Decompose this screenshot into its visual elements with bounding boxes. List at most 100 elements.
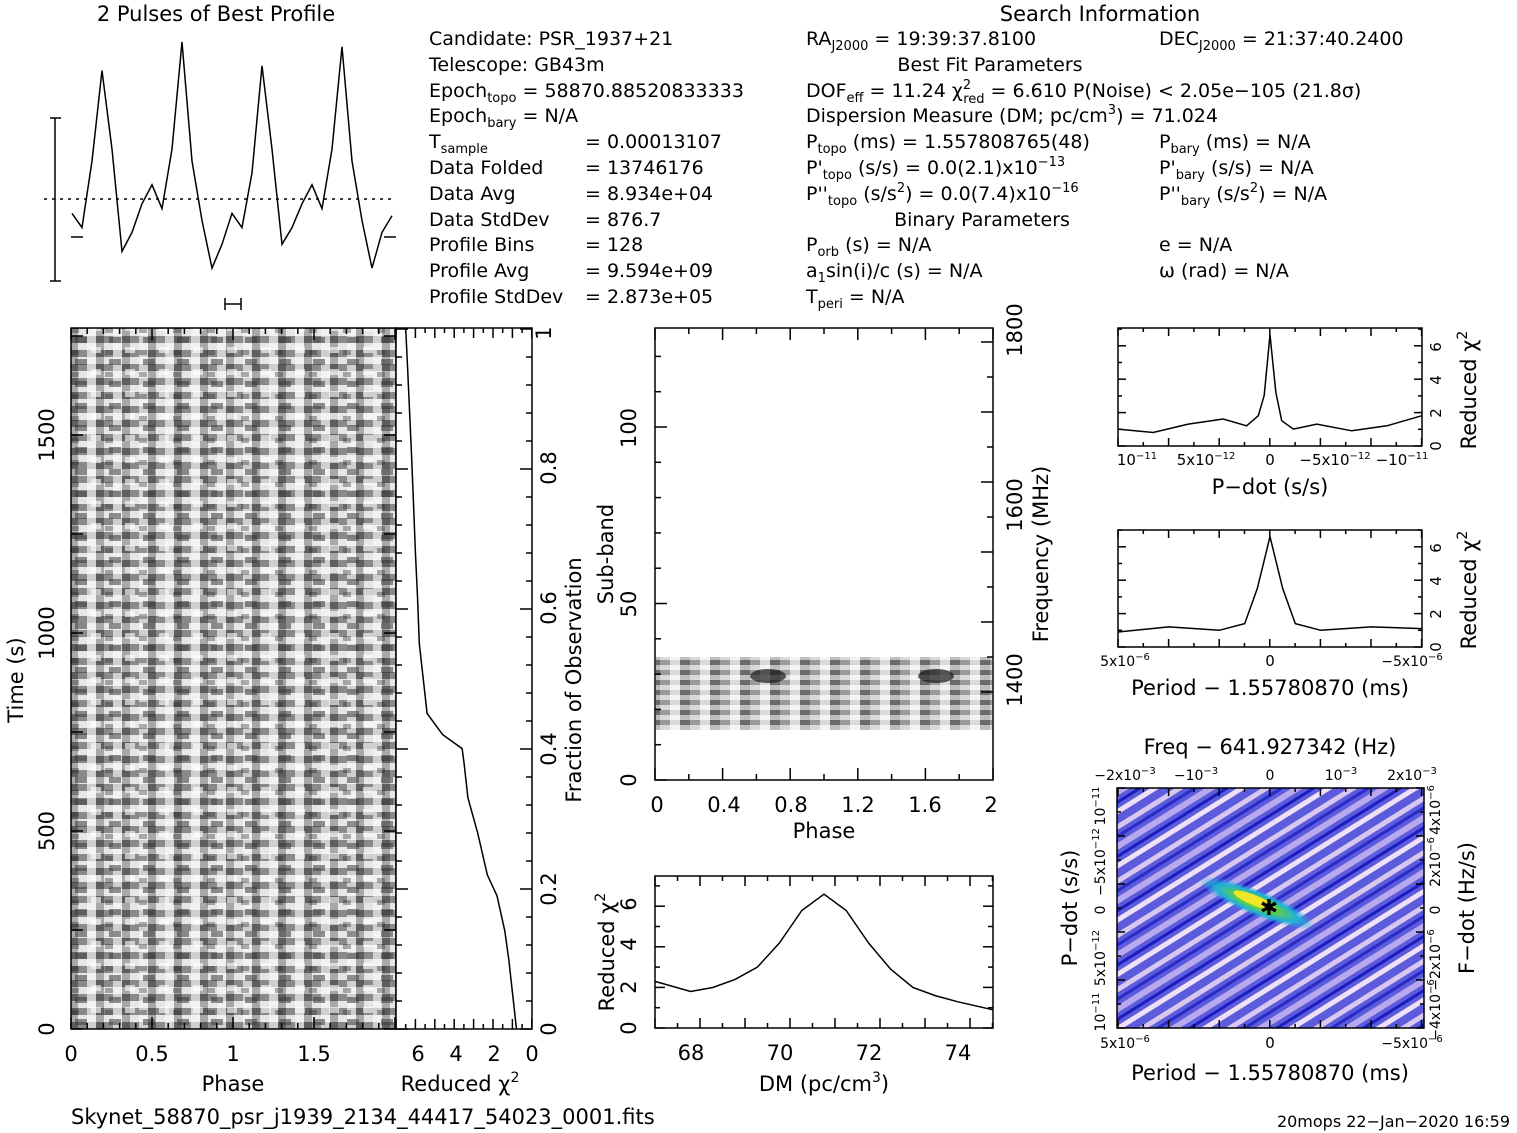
- pdot-xtick: −5x10−12: [1299, 451, 1370, 469]
- chi2-time-xtick: 6: [411, 1042, 424, 1066]
- fdot-ytick: 0: [1428, 906, 1444, 915]
- frequency-ytick: 1600: [1003, 478, 1027, 531]
- best-fit-marker: ✱: [1260, 896, 1278, 921]
- period-ytick: 6: [1427, 543, 1445, 553]
- period-xtick: 5x10−6: [1100, 652, 1150, 670]
- chi2-time-line: [404, 327, 518, 1030]
- pdot-ylabel: Reduced χ2: [1455, 331, 1481, 450]
- time-phase-ytick: 0: [35, 1022, 59, 1035]
- period-xtick: 0: [1265, 652, 1275, 670]
- ppdot-x2tick: 10−3: [1325, 766, 1358, 784]
- dm-ytick: 2: [617, 980, 641, 993]
- profile-avg-value: = 9.594e+09: [585, 260, 713, 282]
- subband-phase-image: [656, 657, 992, 730]
- tsample-label: Tsample: [428, 131, 488, 157]
- subband-xtick: 1.6: [908, 793, 941, 817]
- fdot-ylabel: F−dot (Hz/s): [1455, 842, 1479, 974]
- pdot-xlabel: P−dot (s/s): [1212, 475, 1329, 499]
- ppdot-ytick: 10−11: [1091, 993, 1109, 1032]
- chi2-time-ytick: 0.4: [537, 732, 561, 765]
- binary-title: Binary Parameters: [894, 209, 1070, 231]
- ppdot-ytick: 0: [1093, 906, 1109, 915]
- subband-xtick: 1.2: [841, 793, 874, 817]
- time-phase-ytick: 1500: [35, 408, 59, 461]
- chi2-time-ytick: 0.8: [537, 451, 561, 484]
- time-phase-xtick: 1.5: [297, 1042, 330, 1066]
- frequency-ytick: 1800: [1003, 303, 1027, 356]
- pdot-xtick: 0: [1265, 451, 1275, 469]
- footer-stamp: 20mops 22−Jan−2020 16:59: [1277, 1112, 1510, 1131]
- pdot-xtick: −10−11: [1376, 451, 1429, 469]
- dm-ylabel: Reduced χ2: [593, 893, 619, 1012]
- ppdot-x2tick: 0: [1266, 768, 1275, 784]
- ra-j2000: RAJ2000 = 19:39:37.8100: [806, 28, 1036, 54]
- pdot-ytick: 4: [1427, 375, 1445, 385]
- a1-sini: a1sin(i)/c (s) = N/A: [806, 260, 982, 286]
- period-frame: [1117, 529, 1423, 648]
- subband-xtick: 0: [650, 793, 663, 817]
- period-ylabel: Reduced χ2: [1455, 531, 1481, 650]
- p-topo: Ptopo (ms) = 1.557808765(48): [806, 131, 1090, 157]
- dm-xtick: 74: [945, 1041, 972, 1065]
- profile-panel: [44, 41, 395, 310]
- dm-xlabel: DM (pc/cm3): [759, 1070, 889, 1096]
- frequency-ylabel: Frequency (MHz): [1029, 466, 1053, 642]
- dm-ytick: 4: [617, 937, 641, 950]
- chi2-time-xtick: 4: [449, 1042, 462, 1066]
- search-title: Search Information: [1000, 2, 1200, 26]
- subband-ylabel: Sub-band: [594, 504, 618, 604]
- fdot-ytick: 2x10−6: [1426, 837, 1444, 887]
- time-phase-ytick: 1000: [35, 606, 59, 659]
- subband-xtick: 2: [984, 793, 997, 817]
- pdot-ytick: 0: [1427, 441, 1445, 451]
- profile-line: [71, 41, 393, 271]
- chi2-time-xtick: 0: [525, 1042, 538, 1066]
- pddot-bary: P''bary (s/s2) = N/A: [1159, 181, 1327, 209]
- data-folded-value: = 13746176: [585, 157, 704, 179]
- pdot-panel: 10−11 5x10−12 0 −5x10−12 −10−11 P−dot (s…: [1117, 327, 1481, 499]
- chi2-time-ytick: 0.6: [537, 591, 561, 624]
- chi2-time-ytick: 0.2: [537, 872, 561, 905]
- dispersion-measure: Dispersion Measure (DM; pc/cm3) = 71.024: [806, 103, 1218, 127]
- frequency-ytick: 1400: [1003, 653, 1027, 706]
- ppdot-x2tick: 2x10−3: [1387, 766, 1437, 784]
- dm-xtick: 70: [767, 1041, 794, 1065]
- period-panel: 5x10−6 0 −5x10−6 Period − 1.55780870 (ms…: [1100, 529, 1481, 700]
- chi2-time-ylabel: Fraction of Observation: [562, 557, 586, 802]
- telescope-name: Telescope: GB43m: [428, 54, 605, 76]
- time-phase-xtick: 1: [226, 1042, 239, 1066]
- pddot-topo: P''topo (s/s2) = 0.0(7.4)x10−16: [806, 181, 1079, 209]
- dm-panel: 68 70 72 74 DM (pc/cm3) 0 2 4 6 Reduced …: [593, 875, 994, 1096]
- dm-xtick: 72: [856, 1041, 883, 1065]
- time-phase-ylabel: Time (s): [4, 637, 28, 723]
- ppdot-peak-core: [1233, 890, 1275, 910]
- ppdot-x2tick: −10−3: [1174, 766, 1218, 784]
- dec-j2000: DECJ2000 = 21:37:40.2400: [1159, 28, 1404, 54]
- ppdot-ytick: 10−11: [1091, 787, 1109, 826]
- pdot-topo: P'topo (s/s) = 0.0(2.1)x10−13: [806, 155, 1065, 183]
- time-phase-xtick: 0: [64, 1042, 77, 1066]
- time-phase-panel: 0 0.5 1 1.5 Phase 0 500 1000 1500 Time (…: [4, 327, 397, 1096]
- ppdot-xtick: 5x10−6: [1100, 1034, 1150, 1052]
- subband-ytick: 100: [617, 408, 641, 448]
- epoch-topo: Epochtopo = 58870.88520833333: [429, 80, 744, 106]
- subband-phase-panel: 0 0.4 0.8 1.2 1.6 2 Phase 0 50 100 Sub-b…: [594, 303, 1053, 843]
- chi2-time-xtick: 2: [487, 1042, 500, 1066]
- ppdot-x2tick: −2x10−3: [1094, 766, 1156, 784]
- omega: ω (rad) = N/A: [1159, 260, 1289, 282]
- time-phase-xlabel: Phase: [202, 1072, 265, 1096]
- t-peri: Tperi = N/A: [805, 286, 904, 312]
- time-phase-xtick: 0.5: [135, 1042, 168, 1066]
- period-xtick: −5x10−6: [1381, 652, 1443, 670]
- candidate-info: Candidate: PSR_1937+21 Telescope: GB43m …: [428, 28, 744, 308]
- pdot-ytick: 2: [1427, 408, 1445, 418]
- pdot-xtick: 10−11: [1117, 451, 1157, 469]
- ppdot-xtick: 0: [1265, 1034, 1275, 1052]
- best-fit-title: Best Fit Parameters: [897, 54, 1082, 76]
- pdot-frame: [1117, 327, 1423, 447]
- period-ytick: 4: [1427, 576, 1445, 586]
- eccentricity: e = N/A: [1159, 234, 1232, 256]
- data-avg-value: = 8.934e+04: [585, 183, 713, 205]
- time-phase-texture: [71, 328, 396, 1029]
